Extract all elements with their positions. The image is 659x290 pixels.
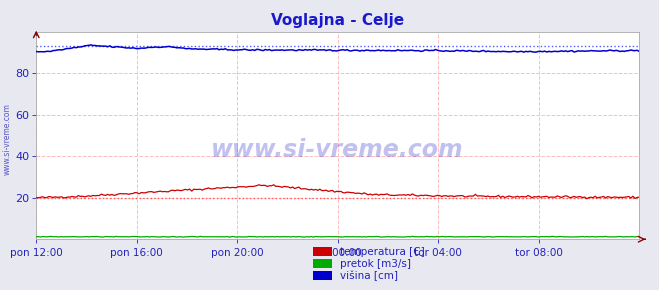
Title: Voglajna - Celje: Voglajna - Celje xyxy=(271,13,405,28)
Text: www.si-vreme.com: www.si-vreme.com xyxy=(212,138,464,162)
Legend: temperatura [C], pretok [m3/s], višina [cm]: temperatura [C], pretok [m3/s], višina [… xyxy=(311,244,427,283)
Text: www.si-vreme.com: www.si-vreme.com xyxy=(3,103,12,175)
